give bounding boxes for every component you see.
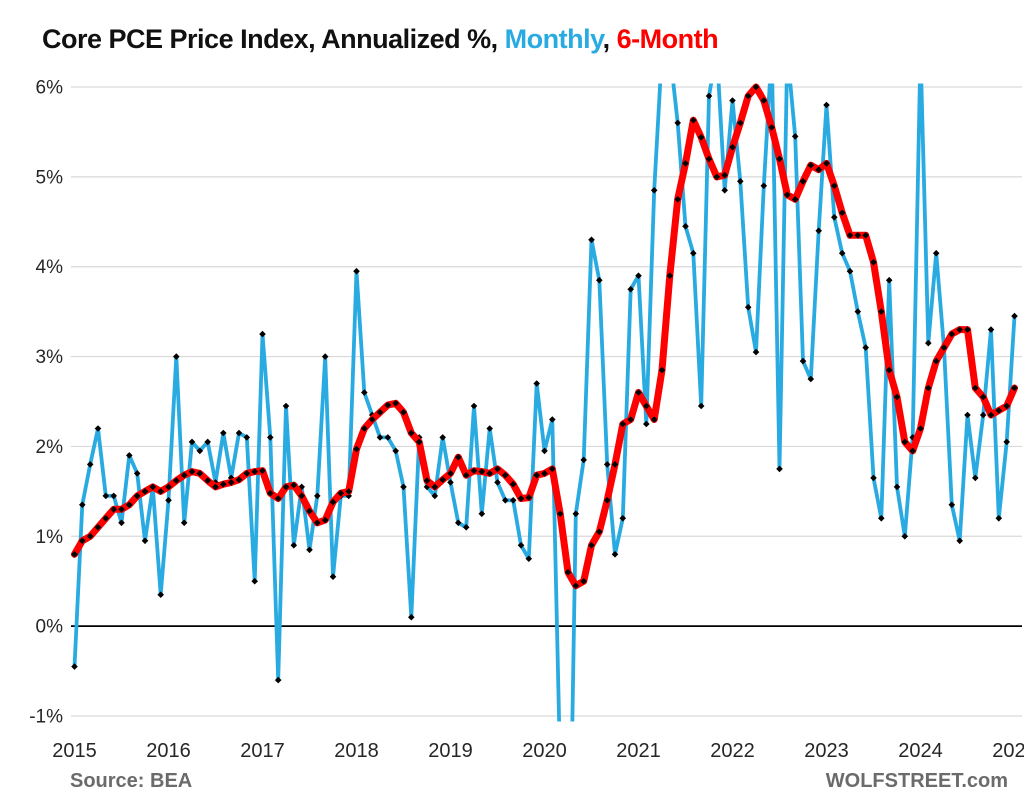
- y-axis-tick-label: 4%: [36, 257, 64, 278]
- x-axis-tick-label: 2023: [804, 740, 849, 762]
- y-axis-tick-label: 0%: [36, 617, 64, 638]
- chart-title-prefix: Core PCE Price Index, Annualized %,: [42, 24, 505, 54]
- x-axis-tick-label: 2017: [240, 740, 285, 762]
- chart-title: Core PCE Price Index, Annualized %, Mont…: [42, 24, 719, 55]
- monthly-series-line-markers: [71, 92, 1018, 684]
- y-axis-tick-label: 6%: [36, 78, 64, 99]
- x-axis-tick-label: 2016: [146, 740, 191, 762]
- x-axis-tick-label: 2025: [992, 740, 1024, 762]
- x-axis-tick-label: 2019: [428, 740, 473, 762]
- x-axis-tick-label: 2015: [52, 740, 97, 762]
- y-axis-tick-label: 5%: [36, 167, 64, 188]
- x-axis-tick-label: 2021: [616, 740, 661, 762]
- y-axis-tick-label: 3%: [36, 347, 64, 368]
- y-axis-tick-label: -1%: [29, 707, 63, 728]
- x-axis-tick-label: 2022: [710, 740, 755, 762]
- source-label: Source: BEA: [70, 770, 193, 792]
- y-axis-tick-label: 2%: [36, 437, 64, 458]
- x-axis-tick-label: 2018: [334, 740, 379, 762]
- y-axis-tick-label: 1%: [36, 527, 64, 548]
- chart-title-separator: ,: [602, 24, 617, 54]
- chart-title-monthly-legend: Monthly: [504, 24, 603, 54]
- monthly-series-line: [72, 83, 1017, 722]
- x-axis-tick-label: 2020: [522, 740, 567, 762]
- six-month-series-line: [71, 83, 1018, 590]
- six-month-series-line-markers: [71, 83, 1018, 589]
- brand-label: WOLFSTREET.com: [825, 770, 1008, 792]
- x-axis-tick-label: 2024: [898, 740, 943, 762]
- chart-title-six-month-legend: 6-Month: [616, 24, 719, 54]
